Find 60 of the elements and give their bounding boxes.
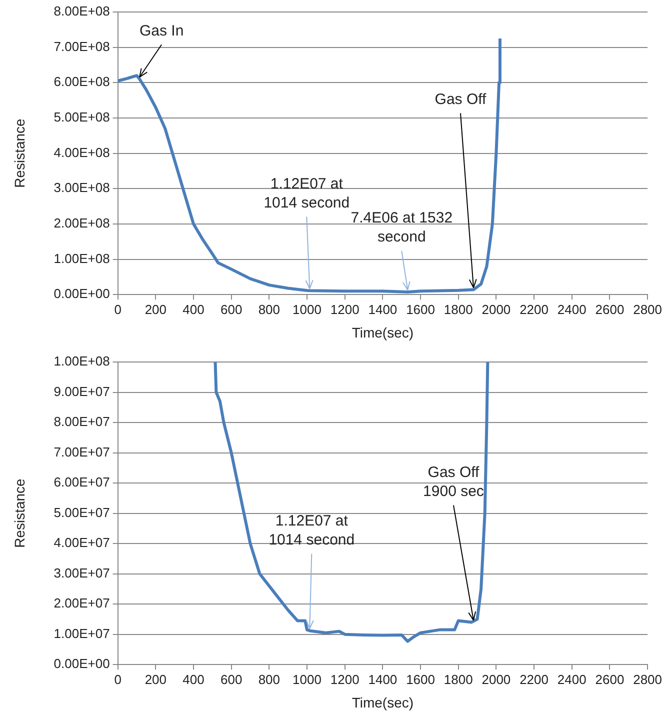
x-tick-label: 400 [182,302,204,317]
y-tick-label: 8.00E+08 [54,4,110,19]
x-tick-label: 600 [220,672,242,687]
y-tick-label: 7.00E+07 [54,444,110,460]
x-tick-label: 2800 [633,672,662,687]
x-tick-label: 1000 [292,302,322,317]
annotation: 7.4E06 at 1532 second [350,210,453,246]
y-tick-label: 4.00E+07 [54,535,110,550]
x-tick-label: 800 [258,672,280,687]
x-tick-label: 2600 [595,672,624,687]
y-tick-label: 1.00E+07 [54,626,110,641]
annotation: Gas Off [434,90,488,108]
y-tick-label: 2.00E+08 [54,216,110,231]
x-axis-title: Time(sec) [352,694,414,710]
x-tick-label: 2400 [557,672,586,687]
x-tick-label: 1200 [330,672,360,687]
y-tick-label: 0.00E+00 [54,286,110,302]
y-tick-label: 8.00E+07 [54,414,110,430]
y-tick-label: 6.00E+07 [54,474,110,490]
x-tick-label: 1800 [444,672,473,687]
y-tick-label: 1.00E+08 [54,354,110,369]
x-tick-label: 600 [220,302,242,317]
x-tick-label: 1400 [368,302,398,317]
y-tick-label: 6.00E+08 [54,74,110,90]
x-tick-label: 800 [258,302,280,317]
x-tick-label: 1600 [406,302,435,317]
x-tick-label: 200 [144,302,167,317]
x-tick-label: 2800 [633,302,662,317]
x-tick-label: 200 [144,672,167,687]
y-axis-title: Resistance [11,118,28,188]
y-tick-label: 7.00E+08 [54,38,110,54]
annotation: 1.12E07 at 1014 second [268,512,355,548]
y-tick-label: 2.00E+07 [54,596,110,611]
y-axis-title: Resistance [11,478,28,548]
annotation: 1.12E07 at 1014 second [264,175,350,212]
x-tick-label: 1800 [444,302,473,317]
x-tick-label: 2200 [520,302,548,317]
x-tick-label: 2000 [482,302,511,317]
x-tick-label: 2600 [595,302,624,317]
annotation: Gas Off 1900 sec [423,464,484,500]
x-tick-label: 400 [182,672,204,687]
y-tick-label: 3.00E+08 [54,180,110,196]
x-tick-label: 0 [114,302,122,317]
y-tick-label: 3.00E+07 [54,565,110,580]
x-tick-label: 2000 [482,672,511,687]
x-tick-label: 1400 [368,672,398,687]
annotation: Gas In [139,22,184,40]
y-tick-label: 5.00E+08 [54,110,110,125]
y-tick-label: 9.00E+07 [54,384,110,399]
x-axis-title: Time(sec) [352,324,414,340]
x-tick-label: 1600 [406,672,435,687]
x-tick-label: 2400 [557,302,586,317]
x-tick-label: 1200 [330,302,360,317]
x-tick-label: 0 [114,672,122,687]
y-tick-label: 5.00E+07 [54,504,110,520]
x-tick-label: 1000 [292,672,322,687]
x-tick-label: 2200 [520,672,548,687]
y-tick-label: 1.00E+08 [54,250,110,266]
y-tick-label: 0.00E+00 [54,656,110,672]
y-tick-label: 4.00E+08 [54,144,110,160]
